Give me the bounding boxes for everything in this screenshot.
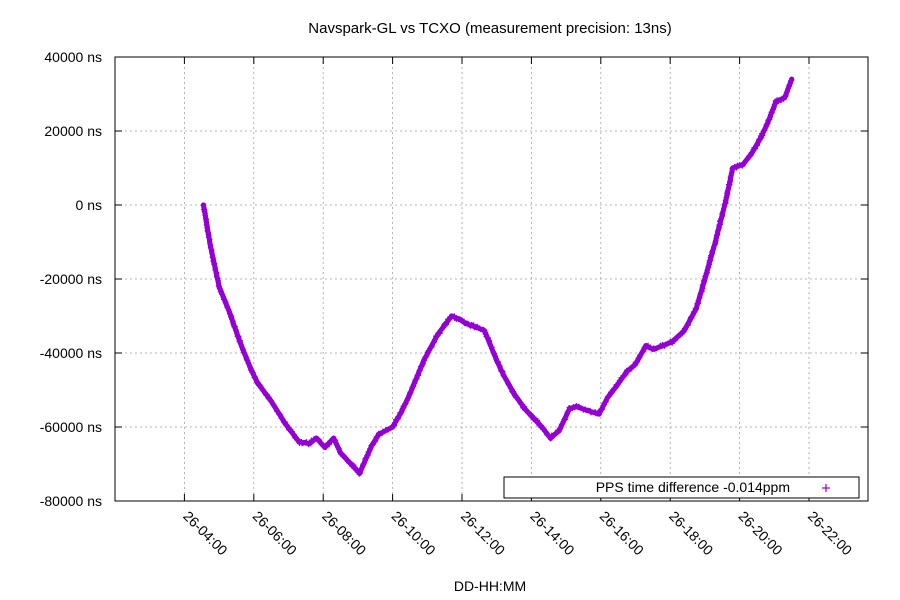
series-layer: [200, 76, 795, 477]
data-point: [624, 368, 630, 375]
data-point: [376, 431, 382, 437]
data-point: [313, 435, 319, 441]
data-point: [200, 202, 207, 208]
data-point: [521, 405, 528, 412]
data-point: [473, 324, 479, 330]
data-point: [331, 435, 337, 441]
x-axis-label: DD-HH:MM: [454, 578, 526, 594]
y-tick-label: 0 ns: [76, 197, 102, 213]
data-point: [723, 198, 729, 204]
data-point: [216, 283, 222, 289]
data-point: [268, 398, 274, 404]
y-axis: -80000 ns -60000 ns -40000 ns -20000 ns 0 ns…: [40, 49, 868, 509]
legend: PPS time difference -0.014ppm: [503, 476, 860, 499]
data-point: [757, 135, 764, 141]
y-tick-label: -20000 ns: [40, 271, 102, 287]
data-point: [573, 404, 580, 410]
data-point: [348, 461, 354, 467]
data-point: [398, 409, 404, 415]
data-point: [650, 346, 656, 352]
data-point: [494, 357, 500, 363]
data-point: [789, 76, 795, 82]
data-point: [337, 450, 344, 456]
data-point: [369, 442, 375, 449]
data-point: [457, 317, 463, 323]
data-point: [730, 165, 736, 171]
data-point: [605, 394, 611, 400]
data-point: [632, 361, 639, 367]
data-point: [547, 435, 554, 441]
data-point: [237, 339, 243, 345]
data-point: [681, 328, 687, 334]
data-point: [247, 365, 253, 371]
data-point: [584, 407, 590, 413]
data-point: [782, 95, 788, 101]
data-point: [501, 372, 507, 378]
legend-plus-icon: [822, 484, 830, 492]
data-point: [613, 383, 620, 389]
data-point: [282, 420, 288, 426]
data-point: [712, 239, 718, 245]
y-tick-label: 20000 ns: [44, 123, 102, 139]
data-point: [566, 405, 573, 412]
data-point: [740, 161, 746, 167]
legend-box: [503, 476, 860, 499]
y-tick-label: -60000 ns: [40, 419, 102, 435]
data-point: [481, 328, 488, 334]
legend-label: PPS time difference -0.014ppm: [596, 479, 790, 495]
data-point: [749, 150, 755, 156]
data-point: [764, 121, 770, 127]
data-point: [539, 424, 545, 430]
data-point: [226, 309, 233, 315]
data-point: [669, 339, 675, 345]
data-point: [207, 243, 214, 249]
data-point: [556, 428, 562, 434]
data-point: [643, 343, 649, 349]
data-point: [702, 276, 708, 282]
data-point: [390, 424, 396, 430]
data-point: [693, 306, 699, 312]
data-point: [448, 313, 455, 319]
chart-title: Navspark-GL vs TCXO (measurement precisi…: [308, 20, 671, 37]
data-point: [254, 380, 260, 386]
y-tick-label: -40000 ns: [40, 345, 102, 361]
y-tick-label: 40000 ns: [44, 49, 102, 65]
data-point: [435, 331, 441, 338]
data-point: [660, 343, 666, 349]
data-point: [407, 391, 413, 397]
data-point: [421, 357, 427, 363]
data-point: [357, 470, 363, 476]
data-point: [511, 391, 517, 397]
data-point: [322, 444, 328, 450]
data-point: [306, 441, 312, 447]
data-point: [773, 98, 779, 104]
data-point: [296, 439, 302, 445]
y-tick-label: -80000 ns: [40, 493, 102, 509]
data-point: [462, 320, 469, 326]
data-point: [596, 411, 602, 417]
